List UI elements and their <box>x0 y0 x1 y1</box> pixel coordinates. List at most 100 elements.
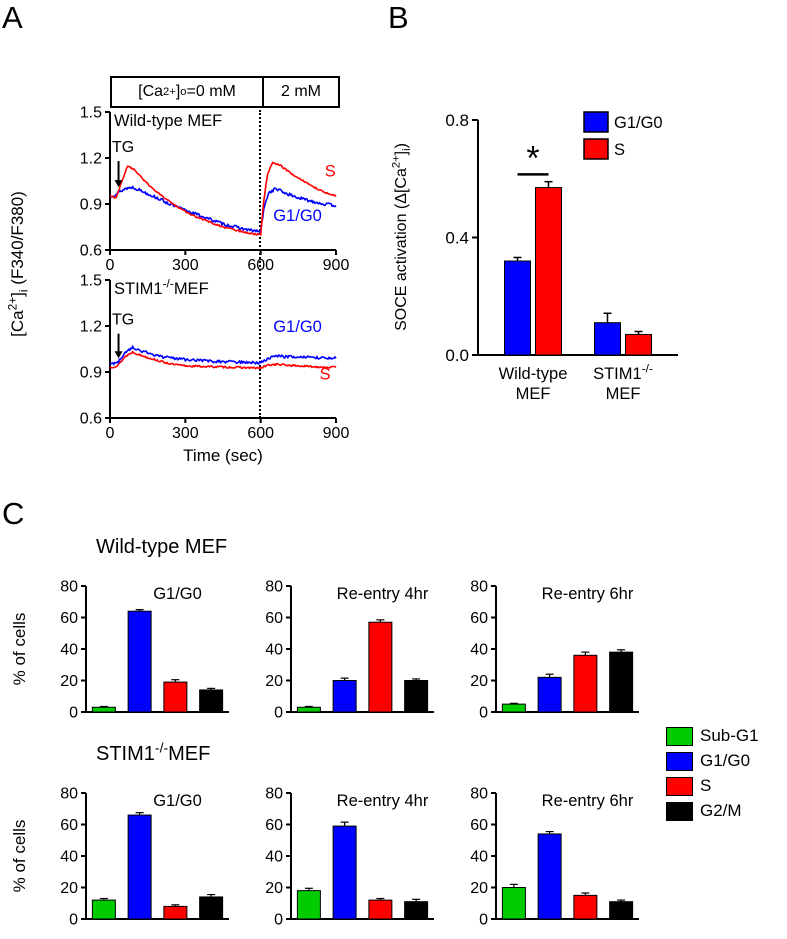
svg-text:*: * <box>526 139 539 177</box>
svg-text:S: S <box>320 366 331 384</box>
svg-text:0.6: 0.6 <box>80 411 102 428</box>
svg-text:0.6: 0.6 <box>80 243 102 260</box>
svg-text:40: 40 <box>470 642 488 659</box>
panel-a-label: A <box>2 0 23 35</box>
svg-text:STIM1-/-: STIM1-/- <box>593 362 653 383</box>
svg-text:0: 0 <box>106 425 115 442</box>
svg-text:20: 20 <box>60 880 78 897</box>
svg-text:40: 40 <box>470 849 488 866</box>
svg-text:G1/G0: G1/G0 <box>153 792 202 810</box>
svg-text:300: 300 <box>172 425 199 442</box>
wt-reentry4hr-cellcycle-chart: 0 20 40 60 80 Re-entry 4hr <box>253 576 438 728</box>
svg-text:40: 40 <box>265 642 283 659</box>
svg-text:80: 80 <box>470 579 488 596</box>
svg-text:TG: TG <box>112 311 134 328</box>
legend-item-subg1: Sub-G1 <box>666 726 759 746</box>
ko-re4-svg: 0 20 40 60 80 Re-entry 4hr <box>265 786 434 929</box>
wt-reentry6hr-cellcycle-chart: 0 20 40 60 80 Re-entry 6hr <box>458 576 643 728</box>
svg-text:0: 0 <box>274 705 283 722</box>
ko-re6-svg: 0 20 40 60 80 Re-entry 6hr <box>470 786 639 929</box>
svg-text:20: 20 <box>265 673 283 690</box>
panel-c-row2-y-axis-label: % of cells <box>10 819 29 893</box>
svg-text:900: 900 <box>323 425 350 442</box>
svg-text:40: 40 <box>60 849 78 866</box>
svg-text:G1/G0: G1/G0 <box>153 585 202 603</box>
panel-c-row1-title: Wild-type MEF <box>96 536 228 558</box>
panel-a-y-axis-label: [Ca2+]i (F340/F380) <box>5 191 31 337</box>
svg-text:G1/G0: G1/G0 <box>273 318 322 336</box>
svg-text:80: 80 <box>265 786 283 803</box>
wt-g1g0-svg: 0 20 40 60 80 G1/G0 <box>60 579 229 722</box>
svg-text:0: 0 <box>479 912 488 929</box>
svg-text:60: 60 <box>265 610 283 627</box>
legend-item-g1g0: G1/G0 <box>666 751 759 771</box>
svg-text:TG: TG <box>112 139 134 156</box>
svg-text:40: 40 <box>265 849 283 866</box>
panel-b-label: B <box>388 0 409 35</box>
g2m-swatch <box>666 801 693 821</box>
s-phase-swatch <box>666 776 693 796</box>
svg-text:600: 600 <box>247 425 274 442</box>
svg-text:20: 20 <box>60 673 78 690</box>
panel-a-x-axis-label: Time (sec) <box>183 446 263 465</box>
svg-text:0.8: 0.8 <box>445 111 469 130</box>
svg-text:0: 0 <box>69 705 78 722</box>
cell-cycle-legend: Sub-G1 G1/G0 S G2/M <box>666 726 759 821</box>
svg-text:40: 40 <box>60 642 78 659</box>
svg-text:1.2: 1.2 <box>80 151 102 168</box>
stim1ko-calcium-trace-chart: 0.6 0.9 1.2 1.5 0 300 600 900 TG G1/G0 S STIM1-/-ME… <box>62 273 350 444</box>
svg-text:S: S <box>325 162 336 180</box>
svg-text:0.0: 0.0 <box>445 346 469 365</box>
s-phase-legend-label: S <box>700 776 712 795</box>
svg-text:900: 900 <box>323 257 350 274</box>
svg-text:60: 60 <box>470 610 488 627</box>
svg-text:Re-entry 4hr: Re-entry 4hr <box>337 792 429 810</box>
store-depletion-divider-line <box>259 110 261 418</box>
svg-text:Re-entry 4hr: Re-entry 4hr <box>337 585 429 603</box>
svg-text:600: 600 <box>247 257 274 274</box>
ko-reentry4hr-cellcycle-chart: 0 20 40 60 80 Re-entry 4hr <box>253 783 438 935</box>
subg1-swatch <box>666 726 693 746</box>
ko-g1g0-cellcycle-chart: 0 20 40 60 80 G1/G0 <box>48 783 233 935</box>
calcium-condition-box: [Ca 2+] o =0 mM 2 mM <box>110 76 340 108</box>
svg-text:20: 20 <box>265 880 283 897</box>
svg-text:80: 80 <box>60 786 78 803</box>
svg-text:60: 60 <box>265 817 283 834</box>
g2m-legend-label: G2/M <box>700 801 742 820</box>
svg-text:Wild-type MEF: Wild-type MEF <box>114 112 222 130</box>
svg-text:G1/G0: G1/G0 <box>614 114 663 132</box>
svg-text:0: 0 <box>106 257 115 274</box>
panel-c-label: C <box>2 496 25 531</box>
wt-g1g0-cellcycle-chart: 0 20 40 60 80 G1/G0 <box>48 576 233 728</box>
svg-text:Wild-type: Wild-type <box>499 365 568 383</box>
panel-c-row2-title: STIM1-/-MEF <box>96 739 211 765</box>
svg-text:20: 20 <box>470 673 488 690</box>
ko-g1g0-svg: 0 20 40 60 80 G1/G0 <box>60 786 229 929</box>
calcium-zero-label: [Ca 2+] o =0 mM <box>138 83 236 100</box>
svg-text:Re-entry 6hr: Re-entry 6hr <box>542 792 634 810</box>
svg-text:300: 300 <box>172 257 199 274</box>
soce-bar-svg: 0.0 0.4 0.8 Wild-type MEF STIM1-/- MEF * G1/G0 S <box>445 111 678 403</box>
svg-text:STIM1-/-MEF: STIM1-/-MEF <box>114 277 209 298</box>
wt-trace-svg: 0.6 0.9 1.2 1.5 0 300 600 900 TG S G1/G0 Wild-type … <box>80 105 350 275</box>
wt-re6-svg: 0 20 40 60 80 Re-entry 6hr <box>470 579 639 722</box>
svg-text:80: 80 <box>60 579 78 596</box>
svg-text:60: 60 <box>60 817 78 834</box>
svg-text:0: 0 <box>69 912 78 929</box>
svg-text:1.2: 1.2 <box>80 319 102 336</box>
stim1-trace-svg: 0.6 0.9 1.2 1.5 0 300 600 900 TG G1/G0 S STIM1-/-ME… <box>80 273 350 443</box>
g1g0-swatch <box>666 751 693 771</box>
wildtype-calcium-trace-chart: 0.6 0.9 1.2 1.5 0 300 600 900 TG S G1/G0 Wild-type … <box>62 105 350 276</box>
svg-text:80: 80 <box>265 579 283 596</box>
svg-text:0.4: 0.4 <box>445 229 469 248</box>
svg-text:60: 60 <box>60 610 78 627</box>
g1g0-legend-label: G1/G0 <box>700 751 751 770</box>
svg-text:20: 20 <box>470 880 488 897</box>
legend-item-g2m: G2/M <box>666 801 759 821</box>
svg-text:0.9: 0.9 <box>80 365 102 382</box>
svg-text:S: S <box>614 141 625 159</box>
svg-text:G1/G0: G1/G0 <box>273 207 322 225</box>
svg-text:0: 0 <box>274 912 283 929</box>
soce-activation-bar-chart: 0.0 0.4 0.8 Wild-type MEF STIM1-/- MEF * G1/G0 S <box>420 100 685 415</box>
